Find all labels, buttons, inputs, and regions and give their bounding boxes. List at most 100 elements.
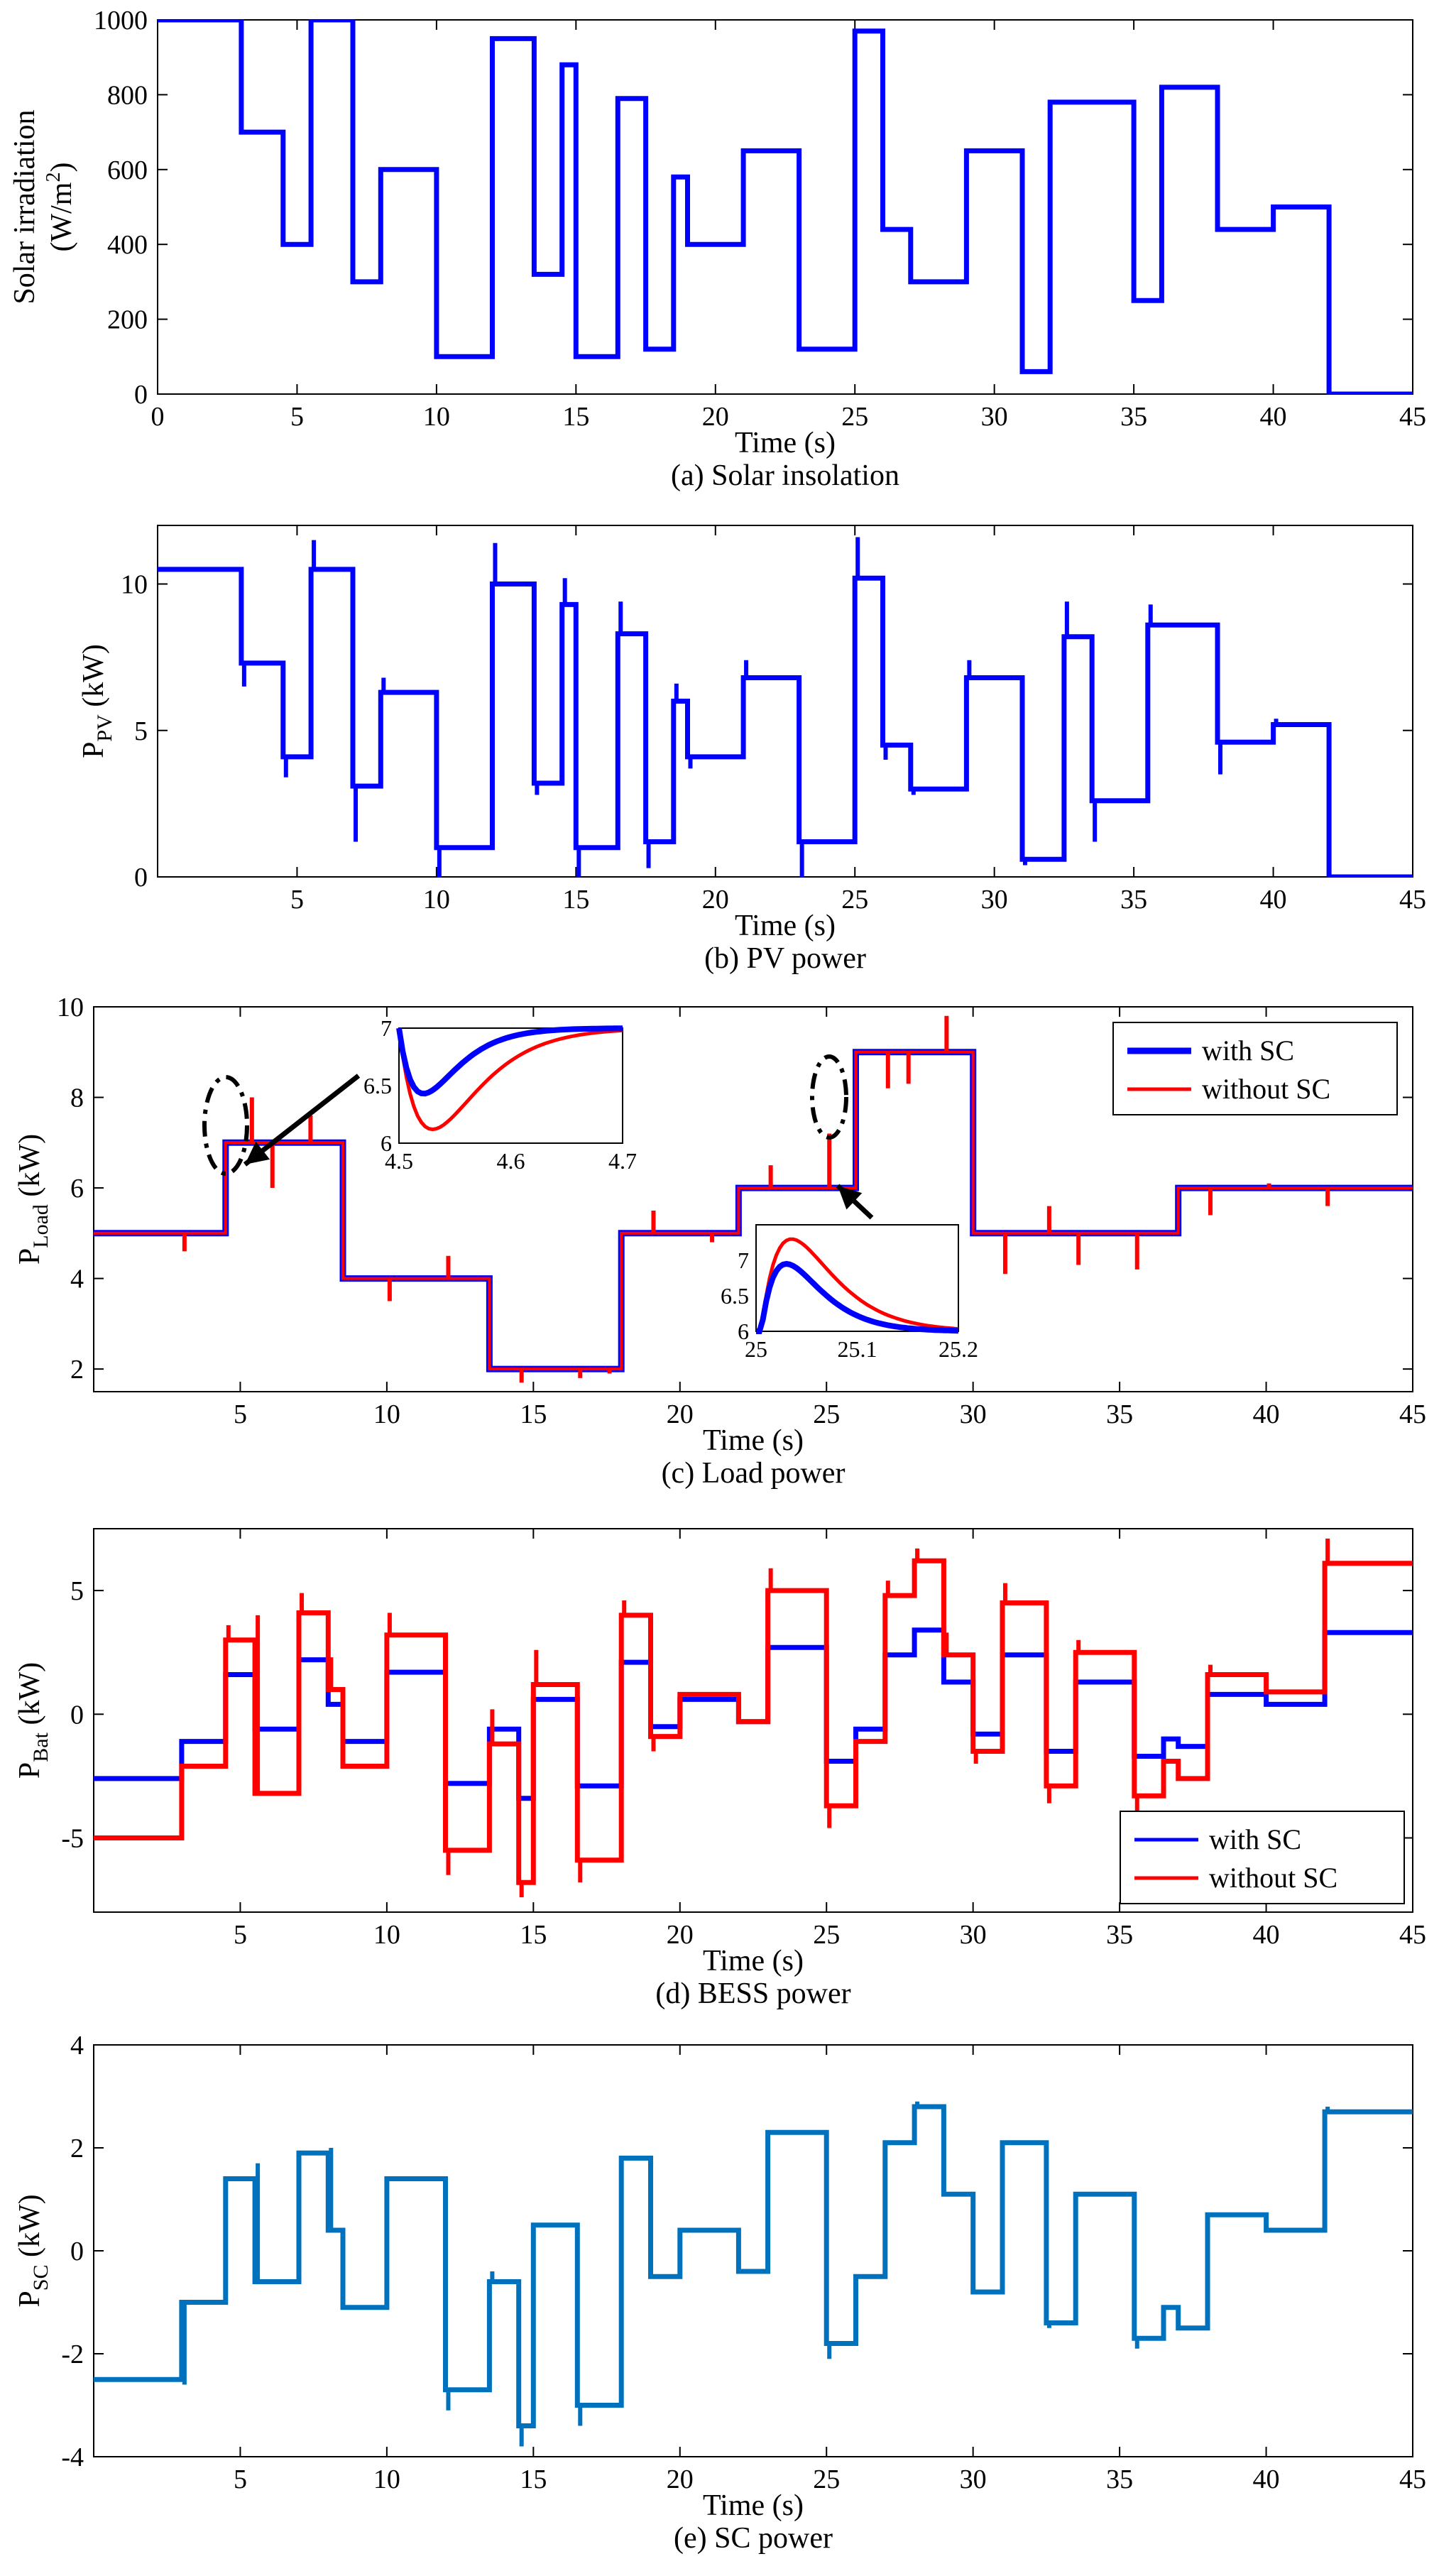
series-line-2: [94, 1050, 1413, 1371]
inset-y-tick-label: 6.5: [363, 1073, 392, 1098]
x-tick-label: 25: [813, 1920, 840, 1950]
panel-3: 5 10 15 20 25 30 35 40 45 2 4 6 8 10 Time (s)(c) Load …: [13, 993, 1426, 1490]
inset-curve-with-sc: [756, 1260, 959, 1334]
y-unit-sup: 2: [43, 173, 65, 182]
x-tick-label: 45: [1399, 885, 1426, 915]
y-tick-label: 0: [134, 863, 148, 893]
highlight-ellipse: [202, 1075, 249, 1176]
inset-curve-without-sc: [756, 1237, 959, 1333]
y-tick-label: 0: [70, 2237, 84, 2266]
y-label-unit: (kW): [13, 2194, 46, 2264]
inset-y-tick-label: 6.5: [721, 1283, 749, 1309]
axes-box: [93, 1006, 1413, 1392]
legend-label: with SC: [1209, 1823, 1301, 1855]
plot-area: [94, 2101, 1413, 2447]
x-tick-label: 35: [1106, 2465, 1133, 2494]
x-axis-label: Time (s): [735, 910, 836, 942]
x-tick-label: 30: [981, 402, 1008, 432]
x-tick-label: 30: [960, 1920, 987, 1950]
legend-label: with SC: [1202, 1035, 1294, 1066]
inset-y-tick-label: 7: [381, 1015, 392, 1041]
x-tick-label: 10: [423, 885, 450, 915]
y-label-main: P: [13, 2291, 46, 2307]
y-tick-label: 200: [107, 305, 148, 335]
x-tick-label: 20: [702, 402, 729, 432]
y-tick-label: 4: [70, 2031, 84, 2061]
plot-area: [94, 1538, 1413, 1898]
inset-curve-with-sc: [396, 1025, 623, 1097]
inset-x-tick-label: 25.2: [939, 1336, 978, 1362]
panel-2: 5 10 15 20 25 30 35 40 45 0 5 10 Time (s)(b) PV powe…: [77, 525, 1426, 975]
pointer-arrow: [243, 1074, 361, 1167]
inset-y-tick-label: 6: [381, 1130, 392, 1156]
y-tick-label: 10: [121, 570, 148, 600]
panel-caption: (a) Solar insolation: [671, 459, 899, 492]
x-tick-label: 10: [423, 402, 450, 432]
x-axis-label: Time (s): [703, 1424, 804, 1457]
axes-box: [157, 19, 1413, 395]
inset-x-tick-label: 25.1: [838, 1336, 877, 1362]
x-tick-label: 35: [1106, 1920, 1133, 1950]
x-tick-label: 15: [562, 402, 589, 432]
highlight-ellipse: [810, 1054, 848, 1140]
y-tick-label: 800: [107, 80, 148, 110]
x-tick-label: 5: [290, 885, 304, 915]
x-axis-label: Time (s): [703, 1945, 804, 1977]
y-tick-label: 0: [134, 380, 148, 410]
y-tick-label: -5: [61, 1823, 84, 1853]
y-tick-label: -2: [61, 2340, 84, 2369]
y-tick-label: 2: [70, 2134, 84, 2163]
y-axis-label: PPV (kW): [77, 644, 116, 758]
x-tick-label: 45: [1399, 402, 1426, 432]
x-tick-label: 20: [667, 1920, 694, 1950]
x-tick-label: 5: [234, 1399, 247, 1429]
y-label-unit: (kW): [13, 1662, 46, 1732]
x-tick-label: 20: [667, 1399, 694, 1429]
axes-box: [93, 2044, 1413, 2457]
panel-5: 5 10 15 20 25 30 35 40 45 -4 -2 0 2 4 Time (s)(e) SC p…: [13, 2031, 1426, 2555]
y-axis-unit: (W/m2): [43, 163, 78, 252]
x-tick-label: 10: [373, 2465, 400, 2494]
inset-box: [398, 1027, 623, 1144]
legend-box: [1112, 1022, 1398, 1115]
x-tick-label: 40: [1253, 2465, 1280, 2494]
x-tick-label: 45: [1399, 2465, 1426, 2494]
x-tick-label: 30: [960, 2465, 987, 2494]
x-tick-label: 45: [1399, 1399, 1426, 1429]
y-tick-label: -4: [61, 2443, 84, 2472]
y-tick-label: 2: [70, 1355, 84, 1385]
x-tick-label: 35: [1106, 1399, 1133, 1429]
y-tick-label: 5: [134, 716, 148, 746]
inset-y-tick-label: 7: [738, 1248, 749, 1273]
inset-x-tick-label: 4.5: [385, 1148, 413, 1174]
x-tick-label: 40: [1260, 885, 1287, 915]
axes-box: [157, 525, 1413, 878]
legend: with SC without SC: [1120, 1811, 1405, 1904]
panel-caption: (c) Load power: [662, 1457, 846, 1490]
y-tick-label: 10: [57, 993, 84, 1022]
y-label-sub: PV: [93, 714, 116, 742]
inset-1: 4.5 4.6 4.7 6 6.5 7: [202, 1015, 637, 1176]
y-tick-label: 0: [70, 1700, 84, 1730]
x-axis-label: Time (s): [703, 2489, 804, 2522]
panel-caption: (b) PV power: [704, 942, 866, 975]
legend-label: without SC: [1202, 1073, 1330, 1105]
y-axis-label: PLoad (kW): [13, 1134, 53, 1265]
panel-caption: (e) SC power: [674, 2522, 833, 2555]
x-tick-label: 15: [520, 2465, 547, 2494]
x-tick-label: 30: [960, 1399, 987, 1429]
x-tick-label: 10: [373, 1920, 400, 1950]
y-label-sub: SC: [29, 2265, 53, 2291]
arrow-head: [838, 1186, 863, 1210]
x-axis-label: Time (s): [735, 427, 836, 459]
y-tick-label: 1000: [94, 6, 148, 36]
inset-curve-without-sc: [397, 1027, 623, 1132]
x-tick-label: 15: [520, 1920, 547, 1950]
inset-y-tick-label: 6: [738, 1319, 749, 1344]
x-tick-label: 5: [290, 402, 304, 432]
panel-caption: (d) BESS power: [655, 1977, 850, 2010]
y-tick-label: 400: [107, 230, 148, 260]
x-tick-label: 5: [234, 2465, 247, 2494]
axes-box: [93, 1528, 1413, 1913]
